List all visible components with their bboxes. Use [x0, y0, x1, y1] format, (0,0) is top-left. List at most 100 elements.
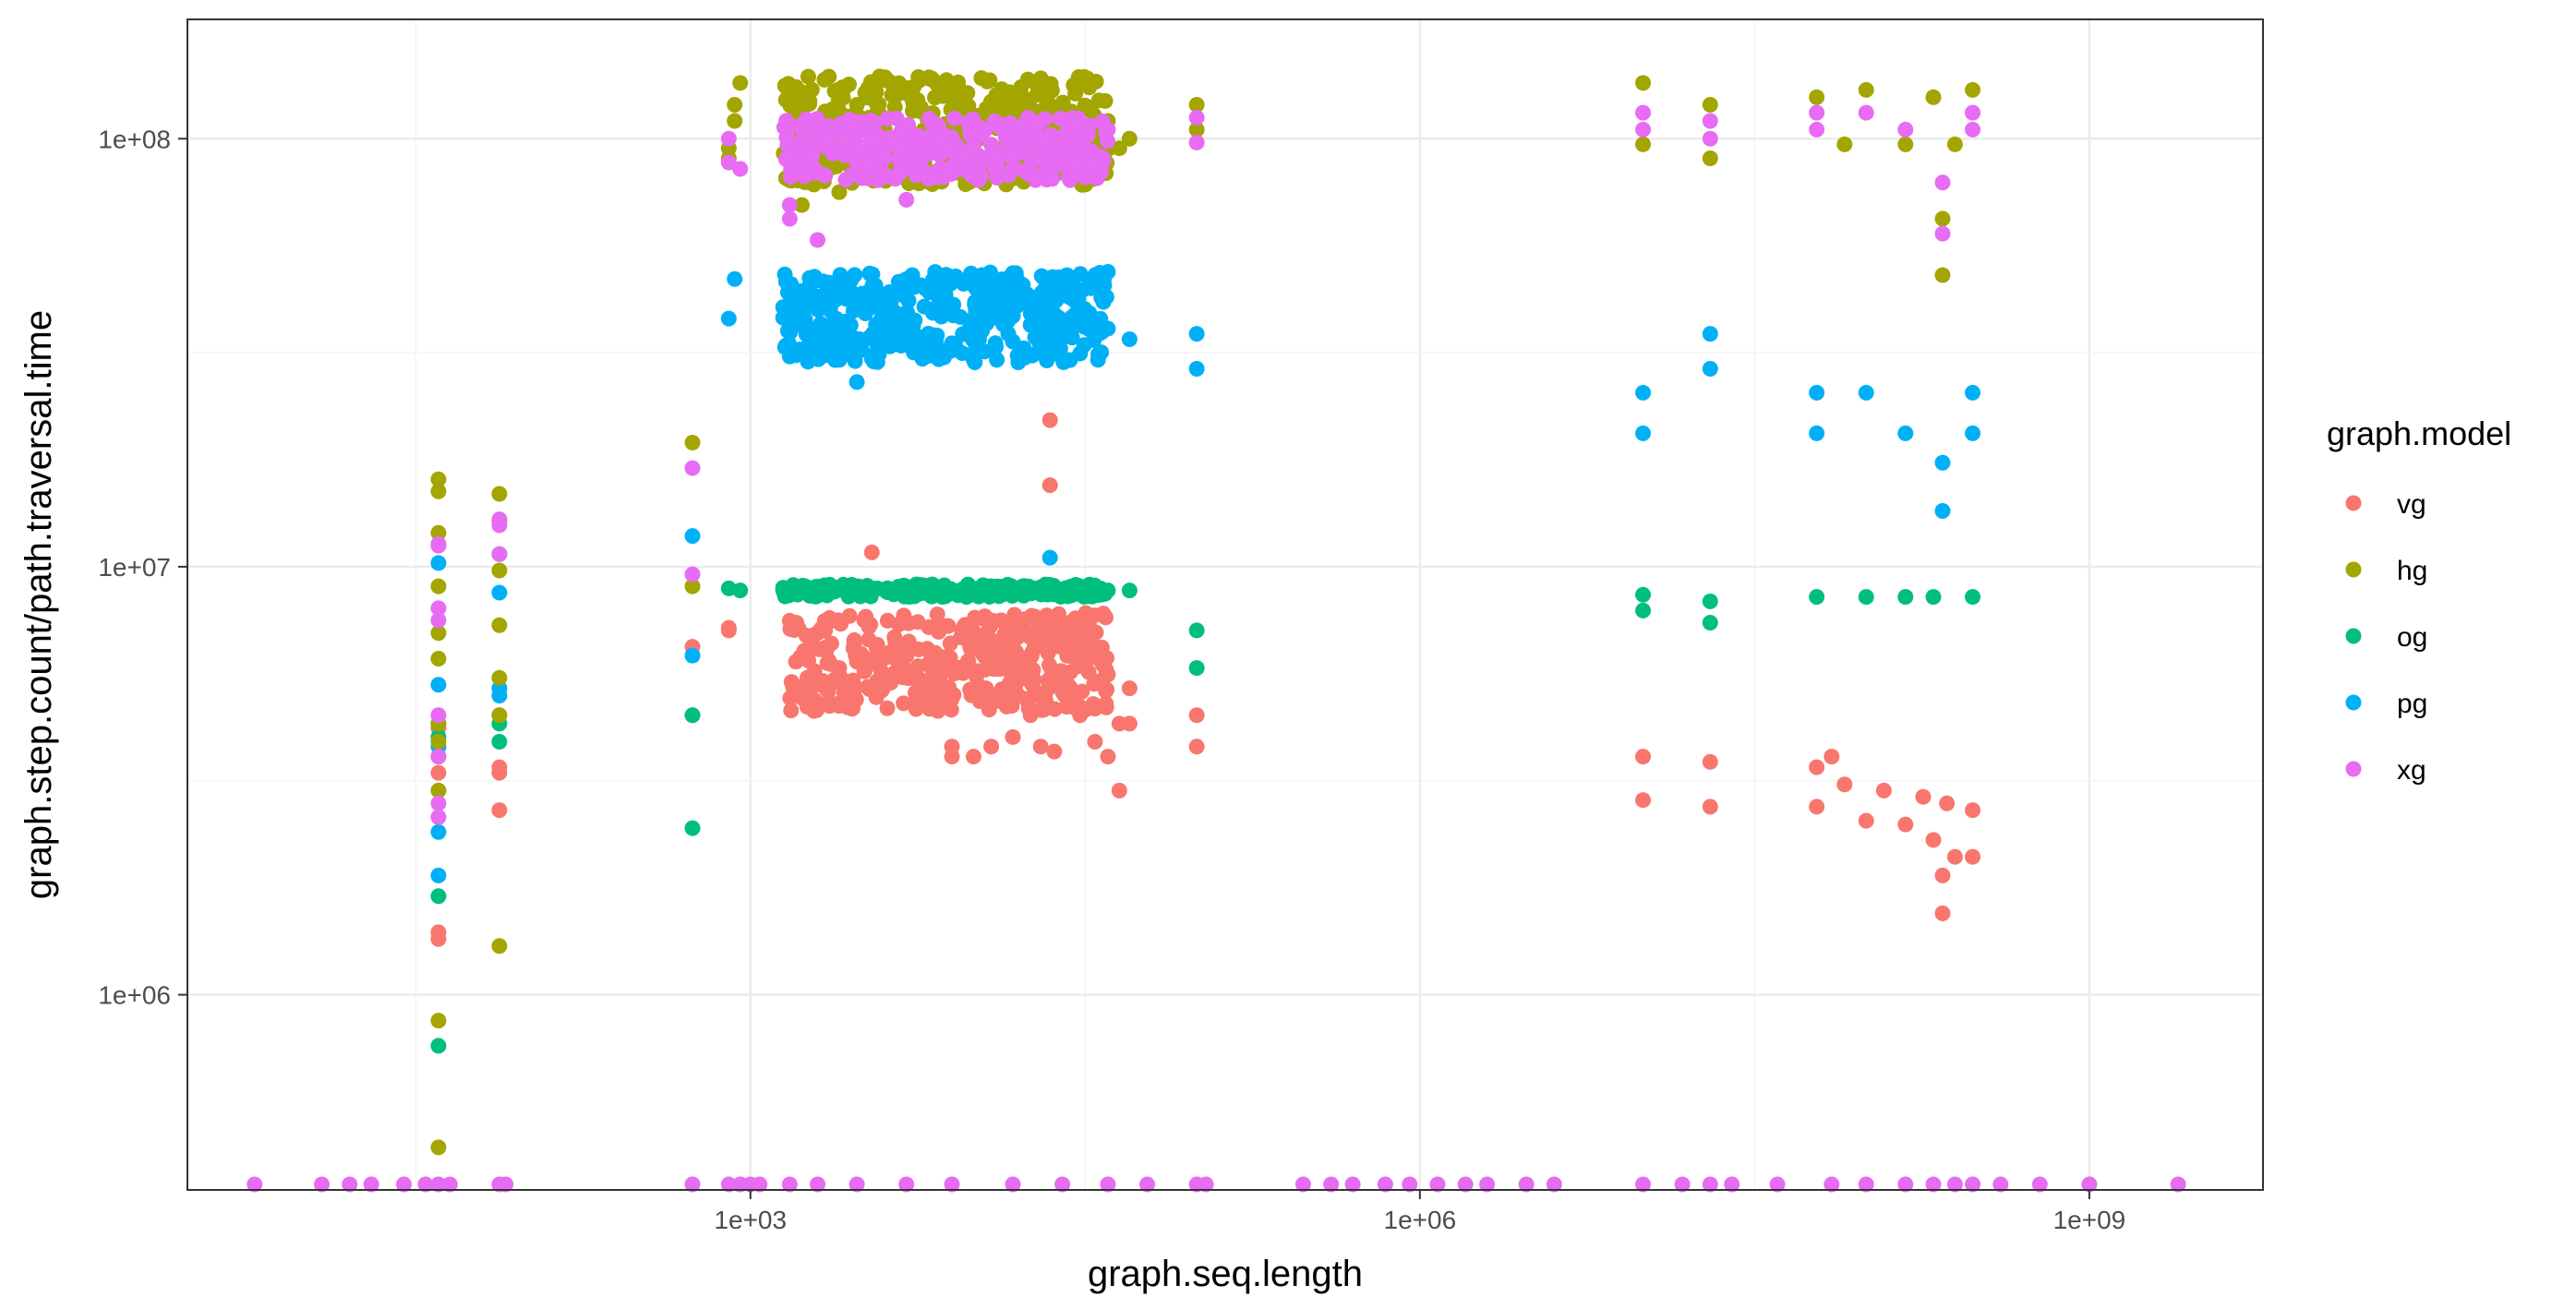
data-point-vg	[924, 649, 941, 666]
data-point-xg	[430, 795, 447, 811]
data-point-xg	[873, 163, 889, 180]
data-point-xg	[1769, 1176, 1786, 1193]
data-point-og	[1100, 582, 1116, 599]
data-point-og	[1084, 578, 1101, 594]
legend-key-pg	[2345, 694, 2362, 711]
data-point-xg	[430, 707, 447, 724]
data-point-pg	[1100, 320, 1116, 337]
data-point-vg	[1023, 648, 1040, 665]
data-point-pg	[797, 311, 813, 328]
data-point-pg	[782, 282, 799, 299]
data-point-xg	[843, 167, 860, 184]
data-point-pg	[1702, 361, 1718, 378]
data-point-xg	[732, 161, 749, 177]
data-point-vg	[1635, 749, 1652, 765]
data-point-hg	[732, 75, 749, 91]
data-point-hg	[430, 1013, 447, 1029]
data-point-vg	[1022, 707, 1039, 724]
data-point-pg	[1096, 270, 1113, 287]
data-point-xg	[430, 749, 447, 765]
data-point-xg	[1546, 1176, 1562, 1193]
data-point-xg	[1294, 1176, 1311, 1193]
data-point-og	[430, 1038, 447, 1054]
data-point-xg	[1402, 1176, 1418, 1193]
data-point-pg	[1072, 345, 1089, 362]
data-point-xg	[1032, 130, 1049, 147]
data-point-pg	[1005, 270, 1021, 286]
data-point-pg	[808, 320, 825, 337]
data-point-og	[1032, 584, 1049, 601]
data-point-xg	[941, 140, 957, 157]
data-point-og	[916, 582, 933, 599]
data-point-vg	[1188, 739, 1205, 755]
data-point-xg	[1139, 1176, 1156, 1193]
data-points	[247, 68, 2186, 1193]
data-point-xg	[441, 1176, 458, 1193]
data-point-pg	[1053, 348, 1069, 365]
data-point-xg	[1925, 1176, 1942, 1193]
data-point-xg	[1377, 1176, 1393, 1193]
data-point-hg	[1019, 71, 1036, 88]
data-point-xg	[1053, 128, 1070, 145]
data-point-xg	[1100, 121, 1116, 138]
data-point-hg	[1014, 89, 1030, 105]
data-point-pg	[430, 677, 447, 693]
grid-lines	[187, 19, 2263, 1190]
data-point-og	[1020, 578, 1037, 594]
data-point-hg	[727, 113, 743, 129]
data-point-pg	[430, 555, 447, 571]
data-point-hg	[1111, 140, 1127, 157]
data-point-xg	[898, 1176, 915, 1193]
data-point-vg	[1073, 613, 1089, 630]
data-point-og	[1188, 660, 1205, 677]
data-point-vg	[799, 669, 815, 686]
data-point-pg	[1702, 326, 1718, 342]
legend-label-vg: vg	[2397, 489, 2426, 520]
data-point-pg	[1051, 310, 1067, 327]
data-point-vg	[909, 658, 926, 675]
data-point-vg	[1934, 867, 1951, 883]
data-point-og	[1858, 589, 1874, 606]
data-point-pg	[810, 292, 826, 308]
data-point-hg	[803, 81, 820, 98]
data-point-og	[1635, 602, 1652, 618]
data-point-pg	[849, 374, 865, 390]
data-point-pg	[1087, 321, 1103, 338]
data-point-xg	[1188, 134, 1205, 150]
data-point-vg	[863, 544, 880, 560]
data-point-hg	[491, 562, 508, 579]
data-point-vg	[1046, 743, 1063, 760]
data-point-vg	[1836, 776, 1853, 793]
data-point-vg	[1809, 799, 1825, 815]
data-point-vg	[1111, 782, 1127, 799]
data-point-pg	[898, 279, 915, 295]
data-point-vg	[962, 639, 979, 655]
data-point-xg	[898, 191, 915, 208]
data-point-xg	[1100, 133, 1116, 150]
data-point-og	[890, 579, 907, 595]
data-point-xg	[430, 1176, 447, 1193]
data-point-pg	[1809, 425, 1825, 441]
data-point-hg	[793, 197, 810, 213]
data-point-vg	[1858, 812, 1874, 829]
data-point-vg	[1066, 685, 1083, 702]
data-point-vg	[876, 669, 893, 686]
data-point-pg	[1809, 384, 1825, 401]
data-point-hg	[835, 79, 851, 96]
data-point-vg	[833, 616, 849, 632]
data-point-pg	[1934, 454, 1951, 471]
data-point-xg	[1702, 130, 1718, 147]
data-point-pg	[861, 265, 878, 282]
data-point-xg	[1946, 1176, 1963, 1193]
legend-label-pg: pg	[2397, 689, 2427, 719]
data-point-vg	[1085, 637, 1101, 654]
data-point-pg	[491, 584, 508, 601]
data-point-xg	[1060, 169, 1077, 186]
data-point-xg	[314, 1176, 331, 1193]
data-point-pg	[1041, 549, 1058, 566]
data-point-pg	[978, 293, 994, 309]
data-point-vg	[1188, 707, 1205, 724]
data-point-xg	[1081, 143, 1098, 160]
data-point-vg	[1702, 799, 1718, 815]
